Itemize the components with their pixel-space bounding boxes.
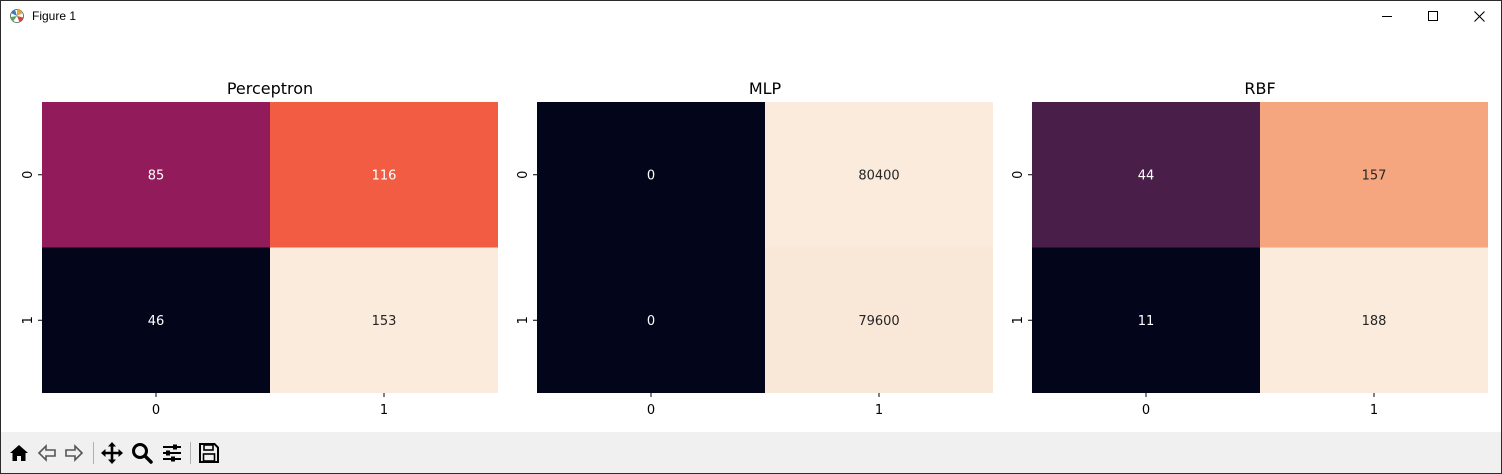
- cell-value-label: 79600: [858, 314, 899, 329]
- heatmap-cell: [765, 247, 993, 393]
- cell-value-label: 44: [1138, 168, 1155, 183]
- x-tick-label: 1: [1370, 403, 1378, 418]
- y-tick-label: 0: [1011, 171, 1026, 179]
- y-tick-label: 1: [516, 316, 531, 324]
- window-title: Figure 1: [32, 9, 77, 23]
- toolbar-separator: [93, 442, 94, 464]
- subplot-title: RBF: [1244, 79, 1275, 98]
- heatmap-cell: [42, 102, 270, 248]
- y-tick-label: 1: [21, 316, 36, 324]
- minimize-icon: [1382, 16, 1392, 17]
- configure-subplots-icon: [163, 444, 181, 462]
- y-tick-label: 1: [1011, 316, 1026, 324]
- heatmap-cell: [765, 102, 993, 248]
- x-tick-label: 0: [152, 403, 160, 418]
- forward-button[interactable]: [61, 440, 87, 466]
- heatmap-figure: 85 116 46 153 Perceptron 0 1 0 1 0 80400 0 79600 MLP 0…: [21, 79, 1488, 418]
- cell-value-label: 116: [372, 168, 397, 183]
- cell-value-label: 0: [647, 168, 655, 183]
- heatmap-cell: [270, 102, 498, 248]
- y-tick-label: 0: [516, 171, 531, 179]
- title-bar[interactable]: Figure 1: [1, 1, 1501, 31]
- x-tick-label: 0: [1142, 403, 1150, 418]
- matplotlib-logo-icon: [10, 9, 24, 23]
- cell-value-label: 157: [1362, 168, 1387, 183]
- x-tick-label: 1: [875, 403, 883, 418]
- save-button[interactable]: [196, 440, 222, 466]
- minimize-button[interactable]: [1364, 1, 1410, 31]
- home-icon: [10, 445, 28, 461]
- heatmap-cell: [1260, 102, 1488, 248]
- heatmap-cell: [1032, 247, 1260, 393]
- zoom-button[interactable]: [129, 440, 155, 466]
- maximize-button[interactable]: [1410, 1, 1456, 31]
- configure-subplots-button[interactable]: [159, 440, 185, 466]
- heatmap-cell: [1260, 247, 1488, 393]
- back-button[interactable]: [34, 440, 60, 466]
- figure-canvas[interactable]: 85 116 46 153 Perceptron 0 1 0 1 0 80400 0 79600 MLP 0…: [1, 31, 1501, 431]
- pan-icon: [101, 442, 123, 464]
- subplot-title: MLP: [749, 79, 782, 98]
- forward-icon: [65, 444, 84, 462]
- close-icon: [1473, 10, 1485, 22]
- zoom-icon: [132, 443, 153, 464]
- close-button[interactable]: [1456, 1, 1502, 31]
- heatmap-cell: [1032, 102, 1260, 248]
- x-tick-label: 0: [647, 403, 655, 418]
- toolbar-separator: [190, 442, 191, 464]
- heatmap-cell: [270, 247, 498, 393]
- heatmap-cell: [42, 247, 270, 393]
- pan-button[interactable]: [99, 440, 125, 466]
- heatmap-cell: [537, 102, 765, 248]
- maximize-icon: [1428, 11, 1438, 21]
- cell-value-label: 188: [1362, 314, 1387, 329]
- cell-value-label: 85: [148, 168, 165, 183]
- cell-value-label: 46: [148, 314, 165, 329]
- cell-value-label: 11: [1138, 314, 1155, 329]
- navigation-toolbar: [1, 432, 1501, 473]
- back-icon: [37, 444, 56, 462]
- save-icon: [199, 443, 219, 463]
- subplot-title: Perceptron: [227, 79, 313, 98]
- cell-value-label: 0: [647, 314, 655, 329]
- home-button[interactable]: [6, 440, 32, 466]
- x-tick-label: 1: [380, 403, 388, 418]
- cell-value-label: 80400: [858, 168, 899, 183]
- heatmap-cell: [537, 247, 765, 393]
- y-tick-label: 0: [21, 171, 36, 179]
- cell-value-label: 153: [372, 314, 397, 329]
